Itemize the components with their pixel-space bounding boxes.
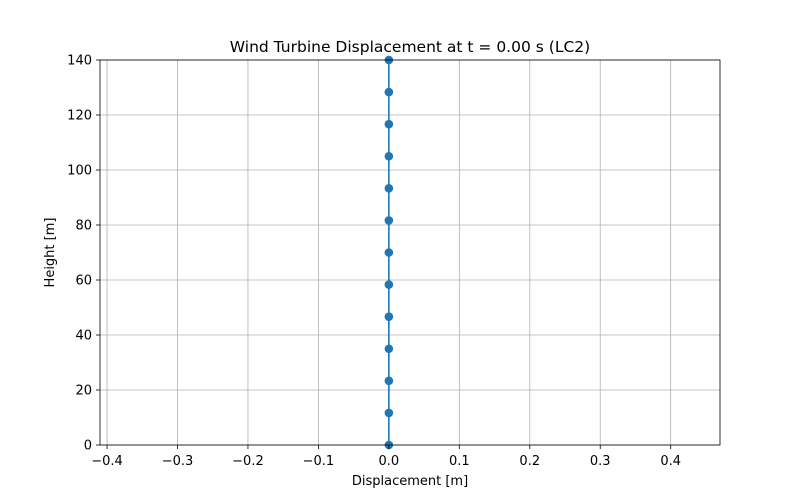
x-tick-label: −0.2	[232, 454, 264, 469]
data-point	[384, 184, 394, 193]
data-point	[384, 119, 394, 129]
x-axis-label: Displacement [m]	[352, 474, 468, 489]
x-tick-label: 0.3	[590, 454, 611, 469]
data-point	[384, 151, 394, 161]
x-axis: −0.4 −0.3 −0.2 −0.1 0.0 0.1 0.2 0.3 0.4	[91, 445, 681, 469]
x-tick-label: 0.2	[519, 454, 540, 469]
x-tick-label: 0.0	[379, 454, 400, 469]
x-tick-label: −0.4	[91, 454, 123, 469]
y-axis: 0 20 40 60 80 100 120 140	[67, 54, 100, 454]
series-layer	[384, 55, 394, 450]
data-point	[384, 87, 394, 97]
x-tick-label: 0.1	[449, 454, 470, 469]
y-tick-label: 40	[75, 329, 92, 344]
y-tick-label: 0	[84, 439, 92, 454]
y-tick-label: 60	[75, 274, 92, 289]
data-point	[384, 216, 394, 225]
x-tick-label: 0.4	[660, 454, 681, 469]
plot-frame	[99, 59, 721, 446]
data-point	[384, 312, 394, 321]
data-point	[384, 344, 394, 354]
data-point	[384, 376, 394, 386]
data-point	[384, 280, 394, 289]
x-tick-label: −0.1	[303, 454, 335, 469]
chart-title: Wind Turbine Displacement at t = 0.00 s …	[230, 38, 590, 56]
data-point	[384, 248, 394, 257]
y-tick-label: 100	[67, 164, 92, 179]
y-axis-label: Height [m]	[43, 218, 58, 288]
y-tick-label: 140	[67, 54, 92, 69]
x-tick-label: −0.3	[162, 454, 194, 469]
y-tick-label: 20	[75, 384, 92, 399]
y-tick-label: 120	[67, 109, 92, 124]
data-point	[384, 408, 394, 418]
y-tick-label: 80	[75, 219, 92, 234]
